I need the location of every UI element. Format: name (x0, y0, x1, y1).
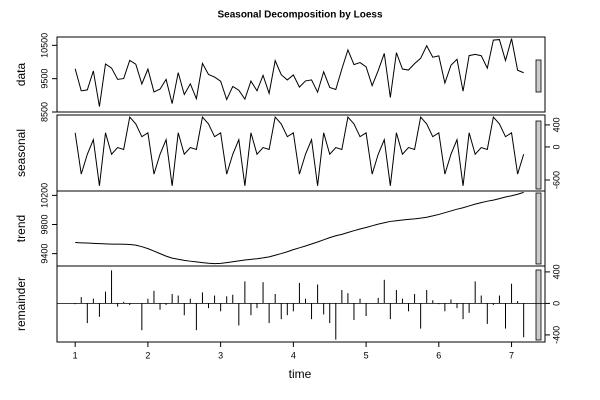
y-tick-label: 8500 (39, 102, 49, 122)
range-bar (535, 59, 542, 93)
x-axis-title: time (289, 367, 312, 381)
y-axis-title: trend (14, 215, 28, 242)
x-tick-label: 5 (364, 350, 369, 360)
x-tick-label: 4 (291, 350, 296, 360)
y-tick-label: 0 (551, 301, 561, 306)
panel-frame (56, 36, 546, 113)
y-tick-label: 10500 (39, 33, 49, 58)
y-tick-label: 9800 (39, 214, 49, 234)
y-tick-label: 0 (551, 144, 561, 149)
series-line (74, 115, 525, 186)
y-axis-title: seasonal (14, 129, 28, 177)
y-tick-label: -400 (551, 326, 561, 344)
y-axis-title: data (14, 62, 28, 86)
x-tick-label: 6 (436, 350, 441, 360)
y-tick-label: -600 (551, 171, 561, 189)
series-line (74, 38, 524, 107)
x-tick-label: 3 (218, 350, 223, 360)
y-tick-label: 400 (551, 117, 561, 132)
series-line (75, 191, 524, 265)
panel-frame (56, 265, 546, 343)
range-bar (535, 120, 542, 190)
y-tick-label: 400 (551, 264, 561, 279)
y-tick-label: 9500 (39, 69, 49, 89)
y-axis-title: remainder (14, 277, 28, 331)
y-tick-label: 9400 (39, 244, 49, 264)
x-tick-label: 7 (509, 350, 514, 360)
range-bar (535, 269, 542, 341)
x-tick-label: 2 (145, 350, 150, 360)
range-bar (535, 192, 542, 265)
chart-title: Seasonal Decomposition by Loess (217, 10, 382, 21)
y-tick-label: 10200 (39, 183, 49, 208)
x-tick-label: 1 (73, 350, 78, 360)
